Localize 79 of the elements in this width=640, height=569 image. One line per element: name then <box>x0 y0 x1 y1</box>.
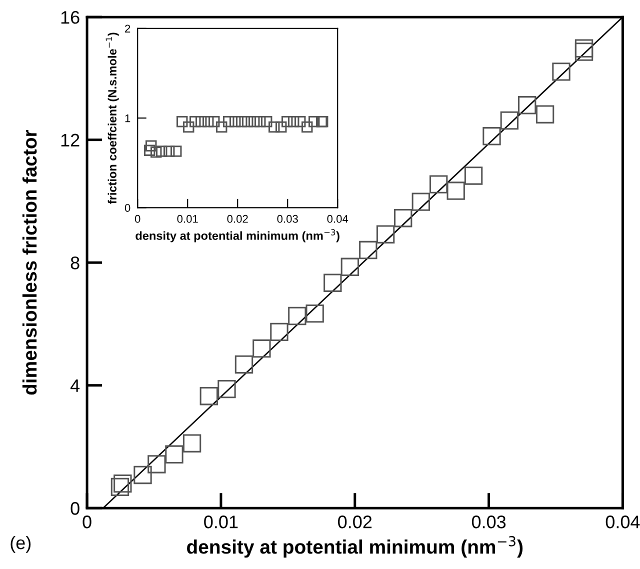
x-tick-label: 0.01 <box>177 214 198 223</box>
point <box>552 62 570 81</box>
x-axis-title: density at potential minimum (nm$^{−3}$) <box>187 536 523 558</box>
x-tick-label: 0.03 <box>277 214 298 223</box>
point <box>270 322 288 342</box>
point <box>229 116 241 128</box>
point <box>148 455 166 474</box>
y-tick-label: 12 <box>61 134 80 146</box>
x-tick-label: 0.04 <box>327 214 348 223</box>
point <box>254 116 266 128</box>
point <box>110 478 130 496</box>
point <box>429 175 448 194</box>
point <box>288 116 300 128</box>
point <box>518 96 536 114</box>
point <box>536 105 554 124</box>
x-tick-label: 0.03 <box>472 516 506 528</box>
x-tick-label: 0.02 <box>227 214 248 223</box>
point <box>359 240 378 260</box>
point <box>301 121 313 133</box>
y-axis-title: dimensionless friction factor <box>22 130 37 395</box>
point <box>268 121 280 133</box>
x-tick-label: 0 <box>82 516 92 528</box>
point <box>252 339 271 358</box>
point <box>208 116 220 128</box>
point <box>145 140 157 152</box>
point <box>182 434 202 452</box>
point <box>234 355 254 374</box>
point <box>202 116 214 128</box>
point <box>236 116 248 128</box>
x-tick-label: 0.02 <box>338 516 372 528</box>
text: (e) <box>10 536 31 553</box>
x-tick-label: 0.04 <box>606 516 640 528</box>
point <box>216 121 228 133</box>
y-tick-label: 4 <box>70 379 80 392</box>
point <box>482 127 501 146</box>
point <box>189 116 201 128</box>
y-tick-label: 0 <box>124 204 130 212</box>
point <box>574 42 594 61</box>
point <box>134 466 152 484</box>
point <box>574 39 594 58</box>
y-tick-label: 1 <box>125 114 130 122</box>
point <box>242 116 254 128</box>
y-tick-label: 0 <box>70 502 80 515</box>
point <box>394 208 412 228</box>
point <box>288 306 306 326</box>
point <box>218 380 236 398</box>
y-tick-label: 8 <box>70 256 80 270</box>
point <box>446 182 465 200</box>
point <box>195 116 207 128</box>
point <box>294 116 306 128</box>
point <box>464 166 483 185</box>
point <box>340 258 360 276</box>
point <box>176 116 188 128</box>
point <box>324 274 342 292</box>
y-tick-label: 2 <box>125 24 130 32</box>
x-tick-label: 0 <box>134 214 140 223</box>
point <box>156 146 168 157</box>
point <box>308 116 320 128</box>
point <box>248 116 260 128</box>
point <box>275 121 287 133</box>
point <box>144 144 156 156</box>
point <box>306 304 324 323</box>
point <box>150 146 162 158</box>
x-tick-label: 0.01 <box>204 516 238 528</box>
point <box>222 116 234 128</box>
point <box>412 192 430 211</box>
point <box>182 121 194 133</box>
point <box>500 111 519 130</box>
point <box>170 146 182 157</box>
y-axis-title: friction coeffcient (N.s.mole$^{−1}$) <box>106 32 119 204</box>
point <box>114 474 132 493</box>
point <box>165 445 184 464</box>
point <box>281 116 293 128</box>
point <box>376 225 395 244</box>
point <box>163 146 175 157</box>
point <box>200 387 218 406</box>
x-axis-title: density at potential minimum (nm$^{−3}$) <box>136 229 340 242</box>
point <box>260 116 272 128</box>
y-tick-label: 16 <box>61 11 80 24</box>
